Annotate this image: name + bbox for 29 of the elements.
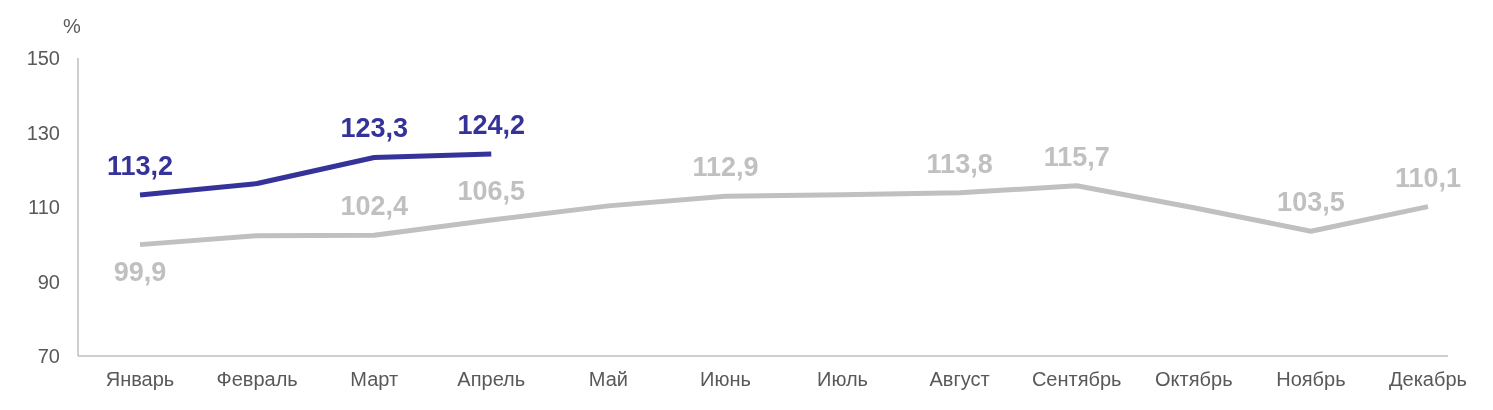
x-tick-label: Март (350, 368, 399, 390)
data-label: 113,2 (106, 151, 174, 182)
x-tick-label: Октябрь (1155, 368, 1233, 390)
x-tick-label: Август (929, 368, 990, 390)
x-tick-label: Июнь (700, 368, 751, 390)
y-axis-title: % (63, 15, 82, 37)
x-tick-label: Сентябрь (1031, 368, 1122, 390)
y-tick-label: 110 (28, 196, 60, 218)
x-tick-label: Июль (817, 368, 869, 390)
data-label: 110,1 (1394, 162, 1462, 193)
x-tick-label: Февраль (216, 368, 298, 390)
data-label: 113,8 (926, 148, 993, 179)
data-label: 123,3 (340, 113, 408, 144)
data-label: 106,5 (457, 176, 526, 207)
y-tick-label: 90 (37, 270, 60, 293)
x-tick-label: Декабрь (1389, 368, 1467, 390)
y-tick-label: 130 (26, 121, 60, 144)
data-label: 103,5 (1277, 187, 1345, 218)
x-tick-label: Май (588, 368, 628, 390)
data-label: 102,4 (340, 191, 408, 222)
data-label: 99,9 (113, 256, 167, 287)
y-tick-label: 150 (26, 47, 60, 69)
data-label: 124,2 (457, 110, 526, 141)
data-label: 112,9 (692, 152, 759, 183)
y-tick-label: 70 (37, 345, 60, 367)
x-tick-label: Апрель (457, 368, 526, 390)
x-tick-label: Ноябрь (1276, 368, 1346, 390)
data-label: 115,7 (1043, 141, 1110, 172)
x-tick-label: Январь (105, 368, 175, 390)
